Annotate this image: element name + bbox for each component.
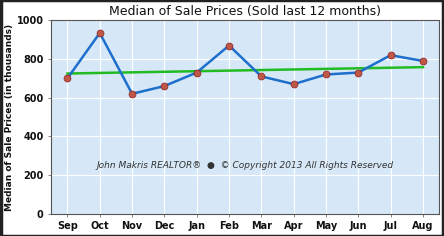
Title: Median of Sale Prices (Sold last 12 months): Median of Sale Prices (Sold last 12 mont… xyxy=(109,5,381,18)
Y-axis label: Median of Sale Prices (in thousands): Median of Sale Prices (in thousands) xyxy=(5,23,14,211)
Text: John Makris REALTOR®  ●  © Copyright 2013 All Rights Reserved: John Makris REALTOR® ● © Copyright 2013 … xyxy=(97,161,394,170)
